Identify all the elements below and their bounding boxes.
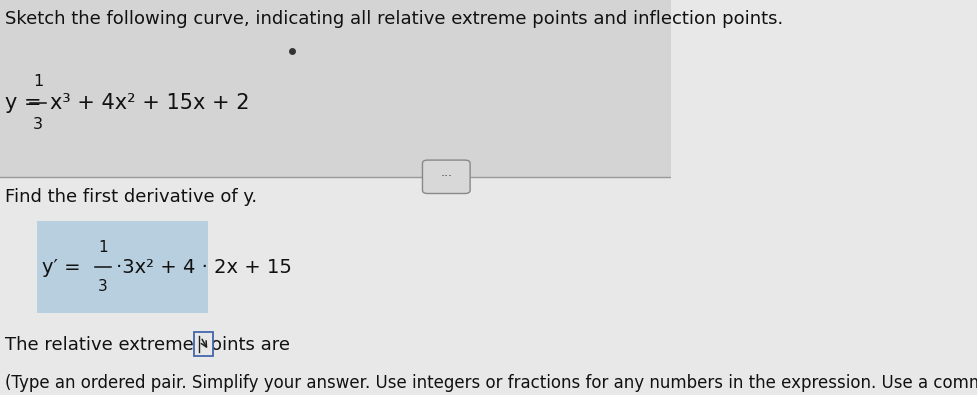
FancyBboxPatch shape (194, 332, 213, 356)
Text: 3: 3 (98, 279, 107, 294)
Text: 1: 1 (98, 240, 107, 255)
FancyBboxPatch shape (37, 222, 208, 313)
Text: y′ =: y′ = (42, 258, 85, 276)
FancyBboxPatch shape (422, 160, 470, 194)
Text: ···: ··· (441, 170, 452, 183)
Text: y =: y = (5, 93, 46, 113)
Text: x³ + 4x² + 15x + 2: x³ + 4x² + 15x + 2 (51, 93, 250, 113)
Text: 1: 1 (33, 74, 43, 89)
Text: The relative extreme points are: The relative extreme points are (5, 336, 290, 354)
Text: 3: 3 (33, 117, 43, 132)
Text: Find the first derivative of y.: Find the first derivative of y. (5, 188, 258, 207)
Text: (Type an ordered pair. Simplify your answer. Use integers or fractions for any n: (Type an ordered pair. Simplify your ans… (5, 374, 977, 392)
Text: ·3x² + 4 · 2x + 15: ·3x² + 4 · 2x + 15 (116, 258, 292, 276)
FancyBboxPatch shape (0, 0, 671, 177)
Text: Sketch the following curve, indicating all relative extreme points and inflectio: Sketch the following curve, indicating a… (5, 10, 784, 28)
